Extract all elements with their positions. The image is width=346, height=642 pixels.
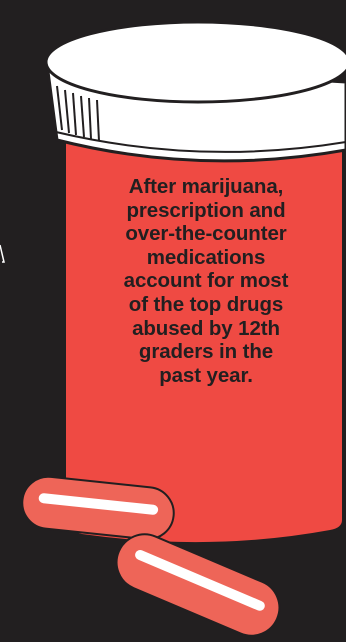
caption-text: After marijuana, prescription and over-t…: [123, 175, 289, 387]
decorative-mark: [0, 244, 5, 263]
pill-bottle-body: [66, 100, 342, 543]
capsule-pill-icon: [115, 533, 281, 637]
bottle-cap-icon: [44, 20, 346, 163]
capsule-pill-icon: [21, 475, 175, 541]
